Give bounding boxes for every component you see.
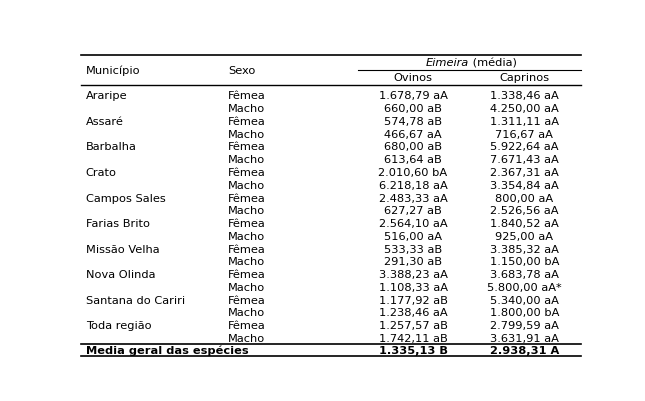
- Text: 3.683,78 aA: 3.683,78 aA: [490, 269, 559, 279]
- Text: 1.742,11 aB: 1.742,11 aB: [379, 333, 448, 343]
- Text: 3.385,32 aA: 3.385,32 aA: [490, 244, 559, 254]
- Text: 7.671,43 aA: 7.671,43 aA: [490, 155, 559, 165]
- Text: Macho: Macho: [228, 333, 265, 343]
- Text: 2.367,31 aA: 2.367,31 aA: [490, 168, 559, 178]
- Text: 800,00 aA: 800,00 aA: [495, 193, 553, 203]
- Text: Araripe: Araripe: [86, 91, 127, 101]
- Text: Fêmea: Fêmea: [228, 269, 266, 279]
- Text: Fêmea: Fêmea: [228, 117, 266, 127]
- Text: Macho: Macho: [228, 231, 265, 241]
- Text: 925,00 aA: 925,00 aA: [495, 231, 553, 241]
- Text: Macho: Macho: [228, 282, 265, 292]
- Text: 613,64 aB: 613,64 aB: [384, 155, 442, 165]
- Text: 2.483,33 aA: 2.483,33 aA: [379, 193, 448, 203]
- Text: Macho: Macho: [228, 130, 265, 140]
- Text: Toda região: Toda região: [86, 320, 151, 330]
- Text: 2.564,10 aA: 2.564,10 aA: [379, 219, 448, 229]
- Text: Macho: Macho: [228, 104, 265, 114]
- Text: Santana do Cariri: Santana do Cariri: [86, 295, 184, 305]
- Text: 660,00 aB: 660,00 aB: [384, 104, 442, 114]
- Text: 1.678,79 aA: 1.678,79 aA: [379, 91, 448, 101]
- Text: Eimeira: Eimeira: [426, 58, 470, 68]
- Text: 3.388,23 aA: 3.388,23 aA: [379, 269, 448, 279]
- Text: Missão Velha: Missão Velha: [86, 244, 159, 254]
- Text: 2.938,31 A: 2.938,31 A: [490, 345, 559, 355]
- Text: 6.218,18 aA: 6.218,18 aA: [379, 180, 448, 190]
- Text: Macho: Macho: [228, 308, 265, 318]
- Text: 5.922,64 aA: 5.922,64 aA: [490, 142, 559, 152]
- Text: 2.799,59 aA: 2.799,59 aA: [490, 320, 559, 330]
- Text: Ovinos: Ovinos: [393, 73, 433, 83]
- Text: Caprinos: Caprinos: [499, 73, 550, 83]
- Text: 1.335,13 B: 1.335,13 B: [379, 345, 448, 355]
- Text: Barbalha: Barbalha: [86, 142, 137, 152]
- Text: 716,67 aA: 716,67 aA: [495, 130, 553, 140]
- Text: Macho: Macho: [228, 257, 265, 267]
- Text: (média): (média): [470, 58, 517, 68]
- Text: Farias Brito: Farias Brito: [86, 219, 150, 229]
- Text: Fêmea: Fêmea: [228, 219, 266, 229]
- Text: Media geral das espécies: Media geral das espécies: [86, 345, 248, 356]
- Text: 1.108,33 aA: 1.108,33 aA: [379, 282, 448, 292]
- Text: 2.526,56 aA: 2.526,56 aA: [490, 206, 559, 216]
- Text: Fêmea: Fêmea: [228, 91, 266, 101]
- Text: Fêmea: Fêmea: [228, 320, 266, 330]
- Text: 574,78 aB: 574,78 aB: [384, 117, 442, 127]
- Text: 1.800,00 bA: 1.800,00 bA: [490, 308, 559, 318]
- Text: Fêmea: Fêmea: [228, 244, 266, 254]
- Text: Sexo: Sexo: [228, 66, 255, 76]
- Text: Fêmea: Fêmea: [228, 193, 266, 203]
- Text: 3.631,91 aA: 3.631,91 aA: [490, 333, 559, 343]
- Text: 291,30 aB: 291,30 aB: [384, 257, 442, 267]
- Text: 1.840,52 aA: 1.840,52 aA: [490, 219, 559, 229]
- Text: Macho: Macho: [228, 180, 265, 190]
- Text: Macho: Macho: [228, 155, 265, 165]
- Text: Fêmea: Fêmea: [228, 168, 266, 178]
- Text: Campos Sales: Campos Sales: [86, 193, 165, 203]
- Text: 466,67 aA: 466,67 aA: [384, 130, 442, 140]
- Text: Fêmea: Fêmea: [228, 295, 266, 305]
- Text: Município: Município: [86, 66, 140, 76]
- Text: 1.238,46 aA: 1.238,46 aA: [379, 308, 448, 318]
- Text: 4.250,00 aA: 4.250,00 aA: [490, 104, 559, 114]
- Text: Macho: Macho: [228, 206, 265, 216]
- Text: 1.177,92 aB: 1.177,92 aB: [379, 295, 448, 305]
- Text: Nova Olinda: Nova Olinda: [86, 269, 155, 279]
- Text: Crato: Crato: [86, 168, 117, 178]
- Text: 3.354,84 aA: 3.354,84 aA: [490, 180, 559, 190]
- Text: Fêmea: Fêmea: [228, 142, 266, 152]
- Text: 5.340,00 aA: 5.340,00 aA: [490, 295, 559, 305]
- Text: 5.800,00 aA*: 5.800,00 aA*: [487, 282, 562, 292]
- Text: 2.010,60 bA: 2.010,60 bA: [379, 168, 448, 178]
- Text: 1.338,46 aA: 1.338,46 aA: [490, 91, 559, 101]
- Text: Assaré: Assaré: [86, 117, 123, 127]
- Text: 533,33 aB: 533,33 aB: [384, 244, 442, 254]
- Text: 627,27 aB: 627,27 aB: [384, 206, 442, 216]
- Text: 1.311,11 aA: 1.311,11 aA: [490, 117, 559, 127]
- Text: 680,00 aB: 680,00 aB: [384, 142, 442, 152]
- Text: 1.257,57 aB: 1.257,57 aB: [379, 320, 448, 330]
- Text: 516,00 aA: 516,00 aA: [384, 231, 442, 241]
- Text: 1.150,00 bA: 1.150,00 bA: [490, 257, 559, 267]
